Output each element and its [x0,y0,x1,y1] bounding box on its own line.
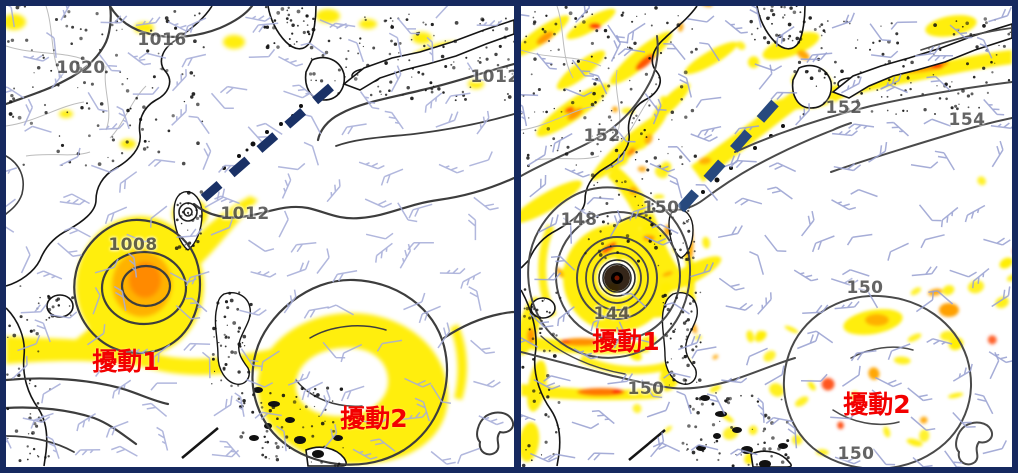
contour-label: 150 [846,278,884,298]
disturbance-label: 擾動2 [843,390,911,419]
typhoon-core [604,265,630,291]
contour-label: 150 [642,198,680,218]
panel-right-height-map: 152 148 150 144 150 152 154 150 150 擾動1 … [521,6,1012,467]
contour-label: 148 [560,210,598,230]
height-contours [521,27,1012,467]
panel-left-pressure-map: 1020 1016 1012 1012 1008 擾動1 擾動2 [6,6,514,467]
contour-label: 152 [825,98,863,118]
province-borders [6,6,147,157]
contour-label: 1012 [470,67,514,87]
contour-label: 152 [583,126,621,146]
forecast-track-dashed-line [194,83,334,208]
contour-label: 144 [593,304,631,324]
terrain-speckles [521,6,1012,467]
weather-map-right [521,6,1012,467]
contour-label: 1020 [56,58,106,78]
disturbance-label: 擾動1 [92,347,160,376]
contour-label: 154 [948,110,986,130]
wind-barbs-layer [521,6,1012,467]
wind-barbs-layer [6,6,504,465]
disturbance-label: 擾動1 [592,327,660,356]
contour-label: 150 [627,379,665,399]
contour-label: 1012 [220,204,270,224]
terrain-speckles [6,6,514,467]
contour-label: 150 [837,444,875,464]
disturbance-label: 擾動2 [340,404,408,433]
weather-map-left [6,6,514,467]
contour-label: 1008 [108,235,158,255]
contour-label: 1016 [137,30,187,50]
forecast-track-dashed-line [674,99,779,216]
